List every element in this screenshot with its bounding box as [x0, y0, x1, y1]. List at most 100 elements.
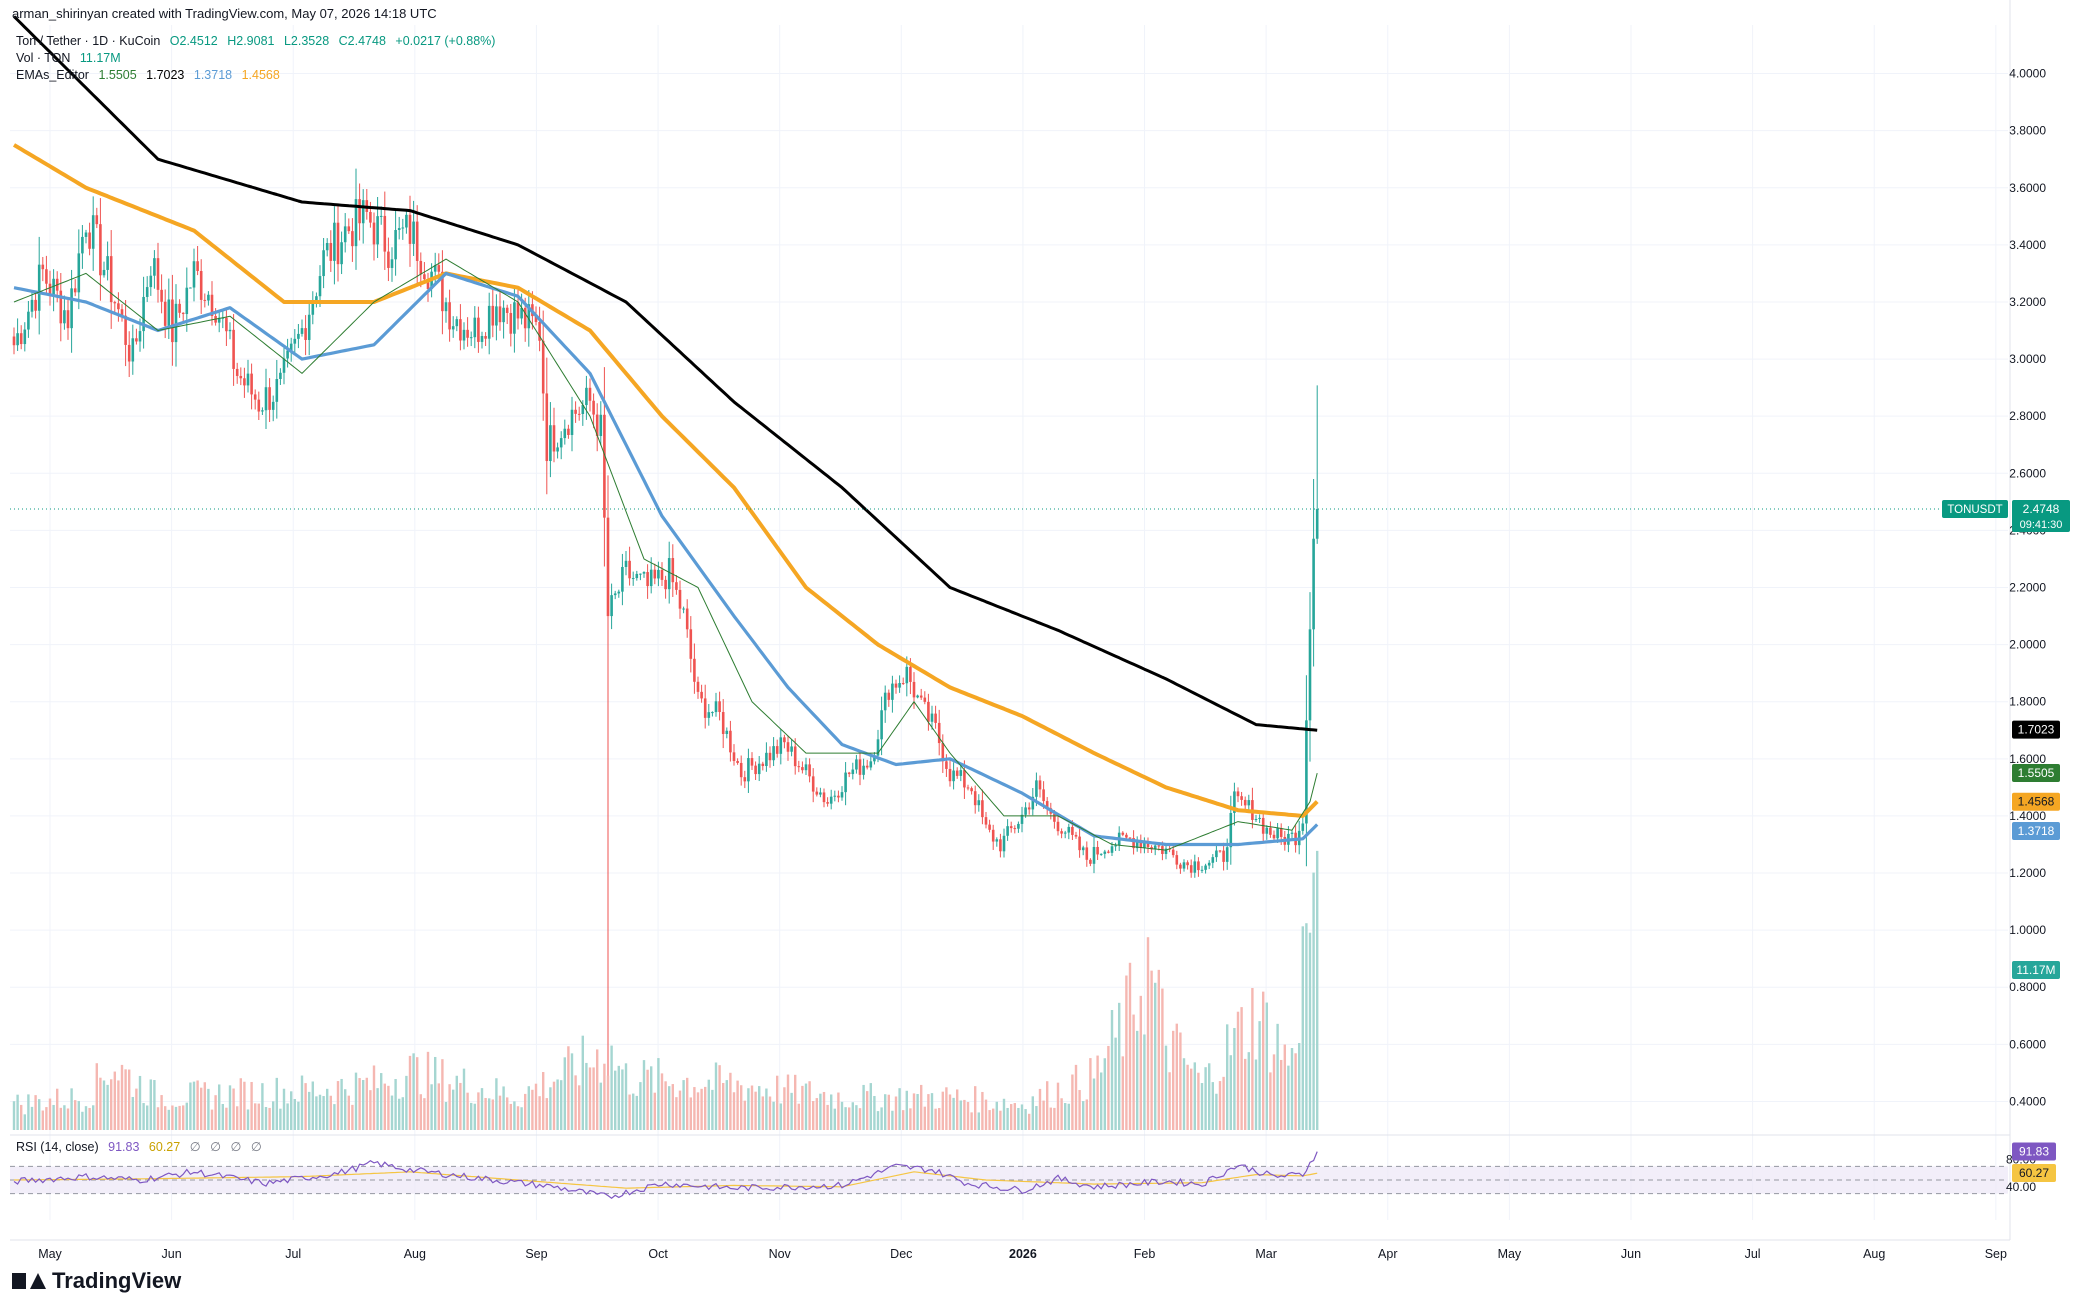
- volume-legend[interactable]: Vol · TON 11.17M: [16, 51, 127, 65]
- volume-bar: [534, 1083, 538, 1130]
- candle-body: [721, 712, 725, 734]
- volume-bar: [470, 1102, 473, 1130]
- volume-bar: [1168, 1072, 1171, 1130]
- candle-body: [567, 428, 570, 435]
- volume-bar: [898, 1088, 901, 1130]
- volume-bar: [974, 1086, 977, 1130]
- volume-bar: [754, 1091, 757, 1130]
- x-tick-label: 2026: [1009, 1247, 1037, 1261]
- candle-body: [95, 215, 99, 225]
- volume-bar: [297, 1101, 300, 1130]
- volume-bar: [664, 1081, 667, 1130]
- candle-body: [844, 772, 847, 793]
- volume-bar: [884, 1094, 887, 1130]
- candle-body: [959, 770, 963, 776]
- volume-bar: [1272, 1054, 1276, 1130]
- candle-body: [966, 787, 970, 789]
- candle-body: [973, 791, 977, 806]
- rsi-placeholder: ∅: [210, 1140, 221, 1154]
- volume-bar: [765, 1088, 768, 1130]
- candle-body: [916, 695, 919, 698]
- candle-body: [768, 752, 772, 761]
- y-tick-label: 3.0000: [2009, 352, 2046, 366]
- candle-body: [1045, 801, 1049, 809]
- ohlc-low: L2.3528: [283, 34, 330, 48]
- volume-bar: [146, 1105, 149, 1130]
- volume-bar: [498, 1095, 502, 1130]
- candle-body: [1204, 865, 1207, 870]
- volume-bar: [210, 1109, 214, 1130]
- candle-body: [624, 560, 628, 567]
- candle-body: [1164, 848, 1168, 854]
- rsi-ma-value: 60.27: [148, 1140, 181, 1154]
- candle-body: [804, 764, 808, 771]
- volume-bar: [81, 1111, 84, 1130]
- rsi-legend[interactable]: RSI (14, close) 91.83 60.27 ∅ ∅ ∅ ∅: [16, 1139, 268, 1154]
- candle-body: [1024, 807, 1027, 815]
- volume-bar: [434, 1056, 437, 1130]
- volume-bar: [621, 1069, 624, 1130]
- candle-body: [1020, 814, 1024, 824]
- volume-bar: [160, 1095, 163, 1130]
- volume-bar: [1042, 1100, 1045, 1130]
- volume-bar: [635, 1095, 638, 1130]
- volume-bar: [531, 1089, 534, 1130]
- volume-bar: [614, 1070, 617, 1130]
- candle-body: [232, 329, 235, 369]
- volume-bar: [1294, 1053, 1297, 1130]
- candle-body: [1074, 834, 1078, 837]
- candle-body: [88, 232, 91, 249]
- volume-bar: [808, 1081, 811, 1130]
- candle-body: [621, 566, 624, 592]
- candle-body: [354, 199, 358, 247]
- candle-body: [840, 792, 844, 798]
- candle-body: [444, 302, 448, 312]
- volume-bar: [488, 1098, 491, 1130]
- axis-marker: [2012, 792, 2060, 811]
- candle-body: [1269, 827, 1272, 835]
- axis-marker-value: 1.3718: [2018, 824, 2055, 838]
- volume-bar: [628, 1094, 631, 1130]
- candle-body: [235, 368, 239, 376]
- symbol-legend[interactable]: Ton / Tether · 1D · KuCoin O2.4512 H2.90…: [16, 34, 501, 48]
- volume-bar: [671, 1084, 674, 1130]
- candle-body: [790, 746, 793, 752]
- candle-body: [880, 710, 883, 740]
- candle-body: [1099, 853, 1103, 855]
- last-price-value: 2.4748: [2023, 502, 2060, 516]
- candle-body: [559, 438, 563, 448]
- x-tick-label: Feb: [1134, 1247, 1156, 1261]
- volume-bar: [430, 1084, 433, 1130]
- volume-bar: [412, 1053, 415, 1130]
- candle-body: [775, 746, 779, 754]
- candle-body: [369, 211, 372, 223]
- candle-body: [516, 302, 520, 319]
- candle-body: [351, 231, 354, 247]
- candle-body: [761, 763, 765, 767]
- volume-bar: [830, 1094, 833, 1130]
- x-tick-label: Sep: [525, 1247, 547, 1261]
- volume-bar: [657, 1058, 660, 1130]
- volume-bar: [948, 1094, 952, 1130]
- candle-body: [1132, 838, 1135, 849]
- candle-body: [581, 405, 585, 414]
- volume-bar: [174, 1106, 178, 1130]
- candle-body: [1081, 847, 1085, 851]
- ohlc-change: +0.0217 (+0.88%): [395, 34, 496, 48]
- volume-bar: [387, 1085, 390, 1130]
- y-tick-label: 0.8000: [2009, 980, 2046, 994]
- candle-body: [635, 573, 639, 579]
- volume-bar: [1190, 1068, 1193, 1130]
- volume-bar: [1132, 1014, 1135, 1130]
- volume-bar: [786, 1074, 790, 1130]
- candle-body: [1193, 861, 1197, 873]
- candle-body: [498, 306, 502, 323]
- ema-legend[interactable]: EMAs_Editor 1.5505 1.7023 1.3718 1.4568: [16, 68, 286, 82]
- y-tick-label: 4.0000: [2009, 67, 2046, 81]
- axis-marker-value: 1.7023: [2018, 723, 2055, 737]
- candle-body: [779, 737, 783, 754]
- tradingview-brand[interactable]: TradingView: [12, 1268, 181, 1294]
- volume-bar: [1082, 1101, 1085, 1130]
- volume-bar: [102, 1080, 106, 1130]
